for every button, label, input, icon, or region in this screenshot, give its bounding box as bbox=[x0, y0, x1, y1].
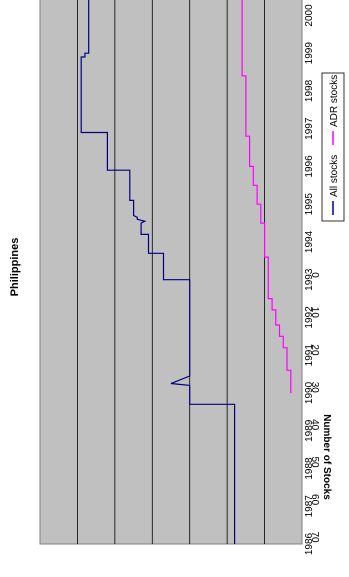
y-tick-label: 40 bbox=[309, 419, 320, 431]
gridlines bbox=[77, 0, 265, 544]
x-tick-label: 1998 bbox=[304, 79, 315, 102]
x-tick-label: 1995 bbox=[304, 193, 315, 216]
x-tick-label: 1999 bbox=[304, 42, 315, 65]
x-tick-label: 1988 bbox=[304, 457, 315, 480]
x-tick-label: 1994 bbox=[304, 230, 315, 253]
y-tick-label: 30 bbox=[309, 382, 320, 394]
legend: All stocks ADR stocks bbox=[321, 72, 345, 222]
legend-label-adr-stocks: ADR stocks bbox=[329, 75, 340, 127]
x-tick-label: 1996 bbox=[304, 155, 315, 178]
plot-group: 0 10 20 30 40 50 60 70 1986 1987 1988 1989 1990 1991… bbox=[9, 0, 345, 555]
legend-label-all-stocks: All stocks bbox=[329, 155, 340, 197]
x-axis-ticks: 1986 1987 1988 1989 1990 1991 1992 1993 1994 1995… bbox=[304, 4, 315, 555]
y-tick-label: 50 bbox=[309, 456, 320, 468]
x-tick-label: 1993 bbox=[304, 268, 315, 291]
series-line-all-stocks bbox=[80, 0, 236, 544]
x-tick-label: 2000 bbox=[304, 4, 315, 27]
x-tick-label: 1990 bbox=[304, 381, 315, 404]
x-tick-label: 1987 bbox=[304, 495, 315, 518]
y-axis-title: Number of Stocks bbox=[321, 414, 332, 500]
y-tick-label: 10 bbox=[309, 307, 320, 319]
series-line-adr-stocks bbox=[241, 0, 292, 393]
x-tick-label: 1989 bbox=[304, 419, 315, 442]
x-tick-label: 1991 bbox=[304, 344, 315, 367]
x-tick-label: 1992 bbox=[304, 306, 315, 329]
x-tick-label: 1997 bbox=[304, 117, 315, 140]
series-layer bbox=[80, 0, 292, 544]
plot-area bbox=[39, 0, 303, 545]
y-axis-ticks: 0 10 20 30 40 50 60 70 bbox=[309, 272, 320, 543]
legend-box bbox=[321, 72, 345, 222]
y-tick-label: 20 bbox=[309, 344, 320, 356]
y-tick-label: 70 bbox=[309, 531, 320, 543]
y-tick-label: 60 bbox=[309, 494, 320, 506]
x-tick-label: 1986 bbox=[304, 532, 315, 555]
y-tick-label: 0 bbox=[309, 272, 320, 278]
chart-title: Philippines bbox=[9, 238, 21, 297]
